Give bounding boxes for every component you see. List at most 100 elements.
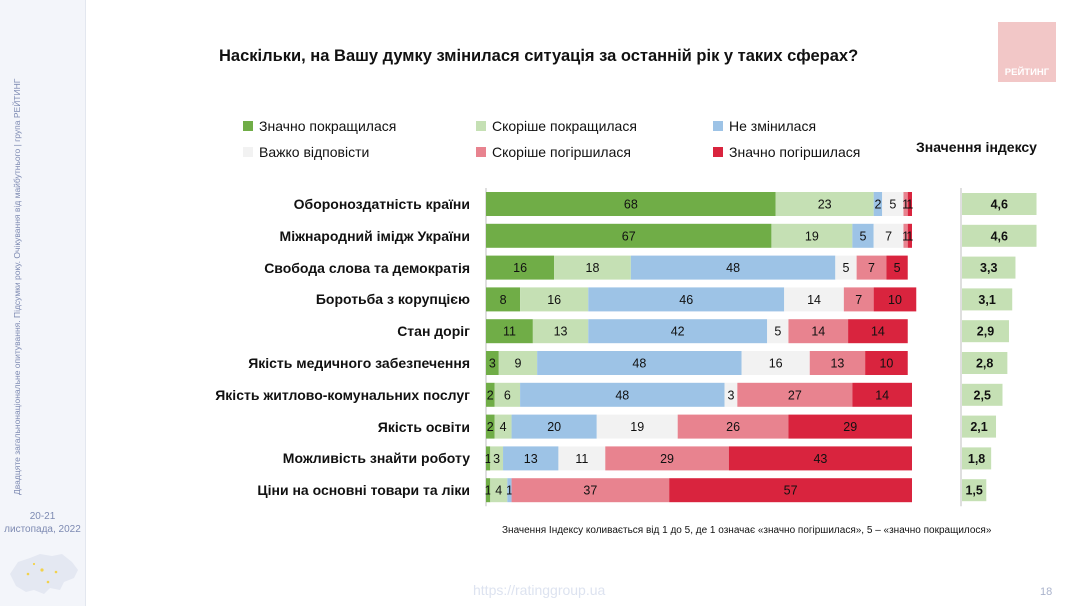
bar-value-label: 27 — [788, 388, 802, 402]
index-bar — [962, 256, 1016, 279]
bar-segment-rather-worsened — [677, 414, 789, 439]
bar-value-label: 57 — [784, 484, 798, 498]
legend-item-hard-to-say: Важко відповісти — [243, 144, 369, 160]
bar-segment-rather-worsened — [737, 382, 853, 407]
bar-segment-hard-to-say — [596, 414, 678, 439]
bar-value-label: 1 — [902, 198, 909, 212]
bar-value-label: 7 — [868, 261, 875, 275]
bar-segment-rather-improved — [532, 319, 589, 344]
bar-segment-unchanged — [852, 223, 874, 248]
bar-segment-hard-to-say — [724, 382, 738, 407]
index-bar — [962, 479, 987, 502]
bar-segment-significantly-improved — [486, 382, 495, 407]
bar-value-label: 42 — [671, 325, 685, 339]
bar-value-label: 11 — [575, 452, 588, 466]
bar-segment-unchanged — [873, 192, 883, 216]
bar-segment-significantly-worsened — [669, 478, 912, 503]
ukraine-map-icon — [10, 554, 78, 594]
bar-segment-rather-improved — [494, 414, 512, 439]
legend-label: Значно покращилася — [259, 118, 397, 134]
rating-logo: РЕЙТИНГ — [998, 22, 1056, 82]
index-value-label: 3,1 — [978, 293, 995, 307]
page-number: 18 — [1040, 586, 1053, 598]
legend-label: Значно погіршилася — [729, 144, 861, 160]
survey-date-month: листопада, 2022 — [4, 524, 81, 535]
bar-value-label: 3 — [489, 357, 496, 371]
index-bar — [962, 415, 997, 438]
index-footnote: Значення Індексу коливається від 1 до 5,… — [502, 525, 992, 536]
bar-value-label: 29 — [843, 420, 857, 434]
bar-value-label: 19 — [630, 420, 644, 434]
survey-date-days: 20-21 — [29, 511, 56, 522]
bar-value-label: 48 — [726, 261, 740, 275]
legend-item-significantly-improved: Значно покращилася — [243, 118, 396, 134]
bar-segment-hard-to-say — [784, 287, 844, 312]
bar-segment-rather-worsened — [903, 223, 908, 248]
category-label: Боротьба з корупцією — [315, 291, 470, 308]
bar-value-label: 14 — [807, 293, 821, 307]
index-bar — [962, 193, 1037, 215]
bar-value-label: 7 — [855, 293, 862, 307]
index-value-label: 1,5 — [965, 484, 982, 498]
sidebar: Двадцяте загальнонаціональне опитування.… — [0, 0, 86, 606]
bar-segment-significantly-worsened — [907, 192, 912, 216]
bar-value-label: 16 — [769, 357, 783, 371]
bar-segment-unchanged — [588, 287, 785, 312]
bar-value-label: 16 — [513, 261, 527, 275]
bar-value-label: 5 — [842, 261, 849, 275]
bar-segment-rather-worsened — [843, 287, 874, 312]
website-url[interactable]: https://ratinggroup.ua — [473, 582, 606, 598]
bar-value-label: 6 — [504, 388, 511, 402]
index-bar — [962, 320, 1009, 343]
bar-value-label: 1 — [902, 229, 909, 243]
legend-swatch — [476, 147, 486, 157]
bar-segment-rather-worsened — [511, 478, 670, 503]
bar-segment-significantly-worsened — [907, 223, 912, 248]
bar-value-label: 1 — [485, 484, 492, 498]
bar-segment-significantly-worsened — [848, 319, 908, 344]
bar-value-label: 46 — [679, 293, 693, 307]
bar-segment-significantly-improved — [486, 351, 499, 375]
legend-item-significantly-worsened: Значно погіршилася — [713, 144, 860, 160]
category-label: Якість освіти — [377, 418, 470, 435]
legend-item-rather-improved: Скоріше покращилася — [476, 118, 637, 134]
bar-segment-significantly-worsened — [865, 351, 908, 375]
index-value-label: 4,6 — [991, 229, 1008, 243]
index-value-label: 1,8 — [968, 452, 985, 466]
bar-segment-rather-improved — [494, 382, 521, 407]
bar-segment-significantly-improved — [486, 223, 772, 248]
bar-segment-unchanged — [503, 446, 559, 471]
bar-segment-rather-worsened — [903, 192, 908, 216]
index-value-label: 2,5 — [974, 388, 991, 402]
legend-item-rather-worsened: Скоріше погіршилася — [476, 144, 631, 160]
bar-value-label: 14 — [811, 325, 825, 339]
category-label: Міжнародний імідж України — [279, 227, 470, 244]
bar-value-label: 26 — [726, 420, 740, 434]
index-title: Значення індексу — [916, 139, 1037, 155]
bar-segment-hard-to-say — [741, 351, 810, 375]
bar-segment-hard-to-say — [873, 223, 904, 248]
bar-segment-unchanged — [507, 478, 512, 503]
legend-swatch — [476, 121, 486, 131]
category-label: Можливість знайти роботу — [282, 450, 470, 467]
bar-segment-rather-improved — [554, 255, 631, 280]
bar-value-label: 1 — [906, 198, 913, 212]
index-bar — [962, 288, 1013, 311]
bar-segment-rather-worsened — [788, 319, 849, 344]
category-label: Ціни на основні товари та ліки — [257, 482, 470, 499]
bar-value-label: 37 — [583, 484, 597, 498]
bar-segment-significantly-improved — [486, 287, 521, 312]
bar-segment-rather-improved — [490, 478, 508, 503]
bar-segment-unchanged — [537, 351, 742, 375]
legend-item-unchanged: Не змінилася — [713, 118, 816, 134]
bar-segment-hard-to-say — [882, 192, 904, 216]
bar-value-label: 13 — [830, 357, 844, 371]
bar-segment-hard-to-say — [767, 319, 789, 344]
bar-value-label: 10 — [879, 357, 893, 371]
bar-segment-significantly-worsened — [788, 414, 912, 439]
index-bar — [962, 383, 1003, 406]
index-bar — [962, 224, 1037, 247]
bar-value-label: 8 — [500, 293, 507, 307]
bar-segment-unchanged — [630, 255, 836, 280]
bar-value-label: 43 — [813, 452, 827, 466]
